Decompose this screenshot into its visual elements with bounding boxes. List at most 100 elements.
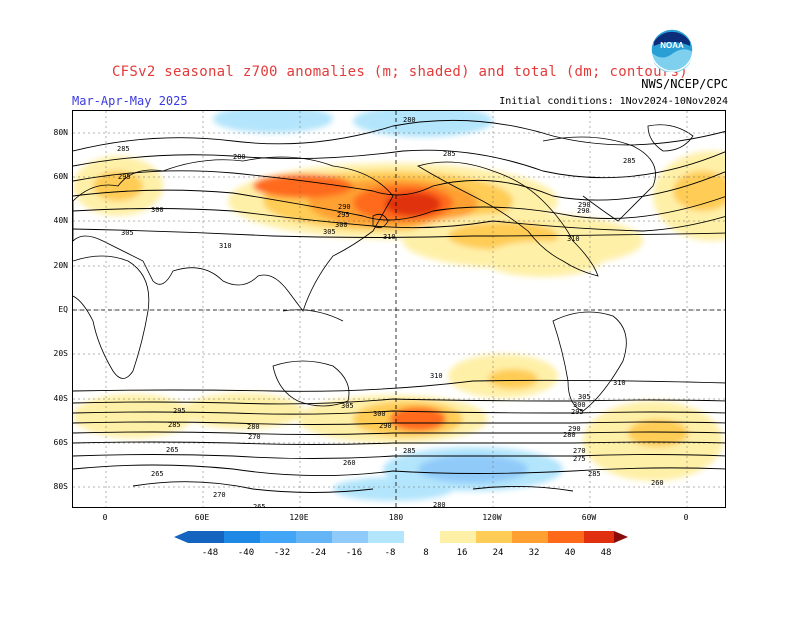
contour-label-310-a: 310 (219, 242, 232, 250)
contour-label-270-c: 270 (573, 447, 586, 455)
contour-label-310-d: 310 (430, 372, 443, 380)
coast-north-america (417, 161, 599, 277)
coast-australia (272, 360, 350, 407)
lat-label-40n: 40N (53, 216, 68, 225)
contour-label-310-c: 310 (567, 235, 580, 243)
contour-label-300-b: 300 (373, 410, 386, 418)
height-contours (73, 119, 725, 493)
colorbar-label-neg16: -16 (345, 548, 363, 558)
contour-label-260-a: 260 (343, 459, 356, 467)
contour-label-265-c: 265 (253, 503, 266, 508)
lat-label-60n: 60N (53, 172, 68, 181)
contour-label-275: 275 (573, 455, 586, 463)
contour-label-300-a: 300 (151, 206, 164, 214)
anomaly-shading (73, 111, 725, 501)
colorbar-label-neg40: -40 (237, 548, 255, 558)
contour-label-270-b: 270 (213, 491, 226, 499)
colorbar-arrow-right (614, 531, 628, 543)
colorbar-label-24: 24 (492, 548, 504, 558)
contour-label-290-b: 290 (578, 201, 591, 209)
contour-label-285-b: 285 (443, 150, 456, 158)
colorbar (174, 531, 628, 543)
contour-label-280-a: 280 (403, 116, 416, 124)
lon-label-120e: 120E (289, 513, 309, 522)
anomaly-s-atlantic-core (628, 419, 688, 447)
lat-label-20s: 20S (53, 349, 68, 358)
lon-label-60w: 60W (581, 513, 597, 522)
anomaly-siberia (253, 174, 353, 198)
anomaly-map: 280 280 285 285 285 290 290 295 300 305 … (73, 111, 725, 508)
contour-label-265-b: 265 (151, 470, 164, 478)
contour-label-295-d: 295 (337, 211, 350, 219)
anomaly-npac-max (385, 192, 441, 216)
coast-japan (372, 213, 389, 229)
contour-label-280-c: 280 (247, 423, 260, 431)
colorbar-label-neg48: -48 (201, 548, 219, 558)
lat-label-eq: EQ (58, 305, 68, 314)
lat-label-40s: 40S (53, 394, 68, 403)
svg-text:NOAA: NOAA (660, 41, 684, 50)
contour-label-290-a: 290 (338, 203, 351, 211)
contour-labels: 280 280 285 285 285 290 290 295 300 305 … (117, 116, 664, 508)
noaa-logo-icon: NOAA (650, 28, 694, 72)
contour-label-290-c: 290 (379, 422, 392, 430)
lat-label-60s: 60S (53, 438, 68, 447)
contour-label-290-d: 290 (568, 425, 581, 433)
coast-canada (542, 136, 656, 222)
anomaly-s-mid-core (390, 407, 446, 431)
contour-label-305-c: 305 (578, 393, 591, 401)
anomaly-s-neg-core (418, 455, 528, 483)
contour-label-295-c: 295 (571, 408, 584, 416)
lon-label-0-east: 0 (683, 513, 689, 522)
lat-label-20n: 20N (53, 261, 68, 270)
contour-label-280-b: 280 (233, 153, 246, 161)
contour-label-280-e: 280 (563, 431, 576, 439)
colorbar-label-40: 40 (564, 548, 576, 558)
anomaly-spac-core (488, 369, 538, 389)
contour-label-305-a: 305 (121, 229, 134, 237)
contour-label-260-b: 260 (651, 479, 664, 487)
anomaly-mexico (483, 241, 603, 277)
anomaly-arctic-neg2 (353, 111, 493, 137)
contour-label-300-c: 300 (573, 401, 586, 409)
colorbar-arrow-left (174, 531, 188, 543)
lon-label-180: 180 (388, 513, 404, 522)
contour-label-290-e: 290 (577, 207, 590, 215)
lon-label-120w: 120W (482, 513, 502, 522)
colorbar-label-neg8: -8 (384, 548, 396, 558)
contour-label-305-b: 305 (341, 402, 354, 410)
colorbar-label-neg32: -32 (273, 548, 291, 558)
anomaly-s-aus (183, 393, 303, 429)
coast-south-america (552, 311, 627, 412)
coast-indonesia (282, 309, 344, 322)
lon-label-0: 0 (102, 513, 108, 522)
colorbar-label-32: 32 (528, 548, 540, 558)
contour-label-295: 295 (118, 173, 131, 181)
coast-greenland (647, 124, 694, 152)
coast-africa (73, 255, 150, 379)
colorbar-label-neg24: -24 (309, 548, 327, 558)
anomaly-arctic-neg (213, 111, 333, 133)
lat-label-80s: 80S (53, 482, 68, 491)
contour-label-305-d: 305 (323, 228, 336, 236)
contour-label-285-c: 285 (623, 157, 636, 165)
colorbar-label-8: 8 (423, 548, 429, 558)
contour-label-295-b: 295 (173, 407, 186, 415)
map-title: CFSv2 seasonal z700 anomalies (m; shaded… (111, 64, 689, 80)
anomaly-s-indian (73, 394, 193, 438)
contour-label-280-d: 280 (433, 501, 446, 508)
agency-label: NWS/NCEP/CPC (641, 77, 728, 91)
lon-label-60e: 60E (194, 513, 210, 522)
contour-label-285-e: 285 (588, 470, 601, 478)
contour-label-310-e: 310 (613, 379, 626, 387)
coast-eurasia (73, 156, 394, 312)
contour-label-285-f: 285 (403, 447, 416, 455)
colorbar-label-48: 48 (600, 548, 612, 558)
contour-label-265-a: 265 (166, 446, 179, 454)
contour-label-310-b: 310 (383, 233, 396, 241)
contour-label-300-d: 300 (335, 221, 348, 229)
coastlines (73, 124, 694, 412)
lat-label-80n: 80N (53, 128, 68, 137)
initial-conditions: Initial conditions: 1Nov2024-10Nov2024 (499, 96, 728, 107)
map-panel: 280 280 285 285 285 290 290 295 300 305 … (72, 110, 726, 508)
